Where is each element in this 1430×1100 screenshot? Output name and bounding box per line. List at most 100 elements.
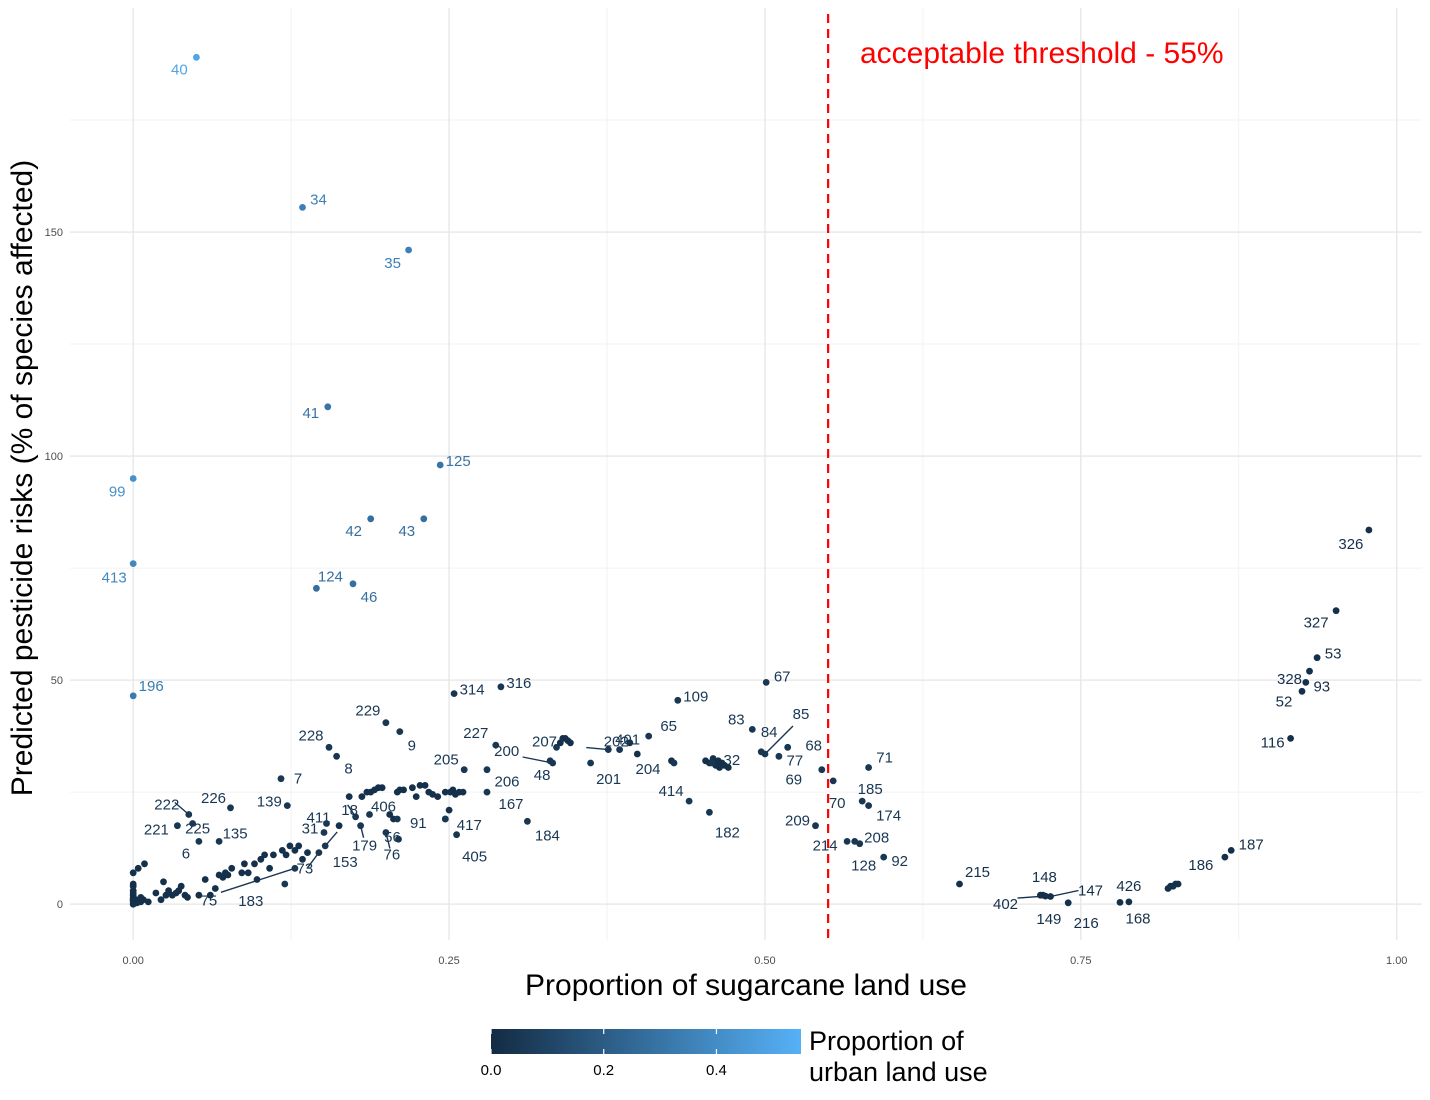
color-legend-bar — [491, 1029, 801, 1054]
data-point — [195, 891, 203, 899]
data-point-8 — [333, 752, 340, 760]
x-tick-label: 0.75 — [1070, 955, 1091, 967]
point-label-225: 225 — [185, 821, 210, 838]
data-point-53 — [1313, 654, 1321, 662]
legend-title-line-1: Proportion of — [809, 1026, 964, 1056]
data-point — [165, 887, 173, 895]
point-label-31: 31 — [302, 821, 319, 838]
data-point-221 — [174, 822, 181, 830]
data-point — [295, 842, 303, 850]
data-point-328 — [1306, 667, 1313, 675]
data-point-32 — [708, 759, 716, 767]
point-label-168: 168 — [1125, 910, 1150, 927]
x-tick-label: 1.00 — [1386, 955, 1407, 967]
point-label-48: 48 — [534, 767, 551, 784]
data-point-7 — [277, 775, 285, 783]
leader-line-147 — [1050, 889, 1079, 898]
data-point-6 — [195, 838, 203, 845]
point-label-183: 183 — [238, 893, 263, 910]
point-label-221: 221 — [144, 822, 169, 839]
point-label-186: 186 — [1188, 857, 1213, 874]
data-point-99 — [129, 475, 137, 482]
data-point — [201, 876, 209, 883]
data-point — [358, 793, 366, 800]
x-tick-label: 0.25 — [438, 955, 459, 967]
x-tick-label: 0.00 — [122, 955, 143, 967]
data-point-128 — [856, 840, 864, 848]
point-label-83: 83 — [728, 711, 745, 728]
data-point-186 — [1221, 853, 1229, 861]
point-label-91: 91 — [410, 815, 427, 832]
point-label-184: 184 — [535, 827, 560, 844]
point-label-69: 69 — [785, 772, 802, 789]
point-label-326: 326 — [1338, 536, 1363, 553]
point-label-40: 40 — [171, 61, 188, 78]
point-label-109: 109 — [683, 688, 708, 705]
data-point-413 — [129, 560, 137, 567]
data-point — [134, 864, 142, 872]
data-point — [206, 891, 214, 899]
point-label-46: 46 — [361, 589, 378, 606]
point-label-147: 147 — [1078, 883, 1103, 900]
data-point-227 — [492, 741, 500, 749]
point-label-153: 153 — [333, 854, 358, 871]
data-point — [261, 851, 268, 859]
data-point — [157, 896, 165, 904]
color-legend: 0.0 0.2 0.4 Proportion of urban land use — [481, 1026, 988, 1087]
data-point-125 — [436, 461, 444, 469]
point-label-52: 52 — [1276, 693, 1293, 710]
point-label-93: 93 — [1313, 678, 1330, 695]
data-point — [378, 784, 386, 792]
data-point — [304, 849, 311, 856]
data-point-35 — [405, 246, 412, 254]
data-point — [152, 889, 160, 897]
data-point-201 — [587, 759, 594, 767]
data-point-405 — [453, 831, 460, 839]
legend-tick-label: 0.4 — [706, 1062, 727, 1079]
point-label-222: 222 — [154, 797, 179, 814]
point-label-206: 206 — [494, 774, 519, 791]
data-point — [716, 764, 723, 771]
x-axis-title: Proportion of sugarcane land use — [525, 969, 967, 1002]
data-point — [241, 860, 248, 868]
y-tick-label: 0 — [57, 899, 63, 911]
color-legend-ticks: 0.0 0.2 0.4 — [481, 1029, 727, 1079]
point-label-426: 426 — [1116, 878, 1141, 895]
data-point-43 — [420, 515, 428, 523]
data-point — [434, 793, 442, 800]
point-label-75: 75 — [201, 892, 218, 909]
point-label-414: 414 — [659, 783, 684, 800]
data-point — [160, 878, 167, 886]
data-point-147 — [1047, 893, 1054, 900]
legend-title-line-2: urban land use — [809, 1057, 988, 1087]
data-point-184 — [524, 817, 531, 825]
point-label-42: 42 — [345, 523, 362, 540]
point-label-187: 187 — [1239, 836, 1264, 853]
data-point — [386, 811, 394, 818]
data-point — [244, 869, 252, 877]
data-point-52 — [1298, 687, 1306, 695]
data-point — [253, 876, 261, 883]
point-label-70: 70 — [829, 795, 846, 812]
data-point-139 — [283, 802, 291, 809]
data-point — [567, 739, 574, 747]
point-label-124: 124 — [318, 568, 343, 585]
data-point — [141, 860, 148, 868]
data-point — [400, 786, 407, 794]
data-point-174 — [865, 802, 872, 809]
data-point-206 — [483, 766, 491, 774]
data-point — [184, 894, 191, 901]
leader-line-202 — [586, 746, 609, 751]
point-label-405: 405 — [462, 849, 487, 866]
point-label-209: 209 — [785, 813, 810, 830]
data-point-75 — [291, 864, 299, 872]
y-tick-label: 100 — [45, 451, 63, 463]
data-point — [299, 855, 306, 863]
data-point-40 — [193, 53, 200, 61]
data-point-68 — [784, 743, 792, 751]
point-label-413: 413 — [102, 570, 127, 587]
data-point — [345, 793, 353, 800]
data-point-406 — [366, 811, 373, 818]
point-label-228: 228 — [298, 727, 323, 744]
